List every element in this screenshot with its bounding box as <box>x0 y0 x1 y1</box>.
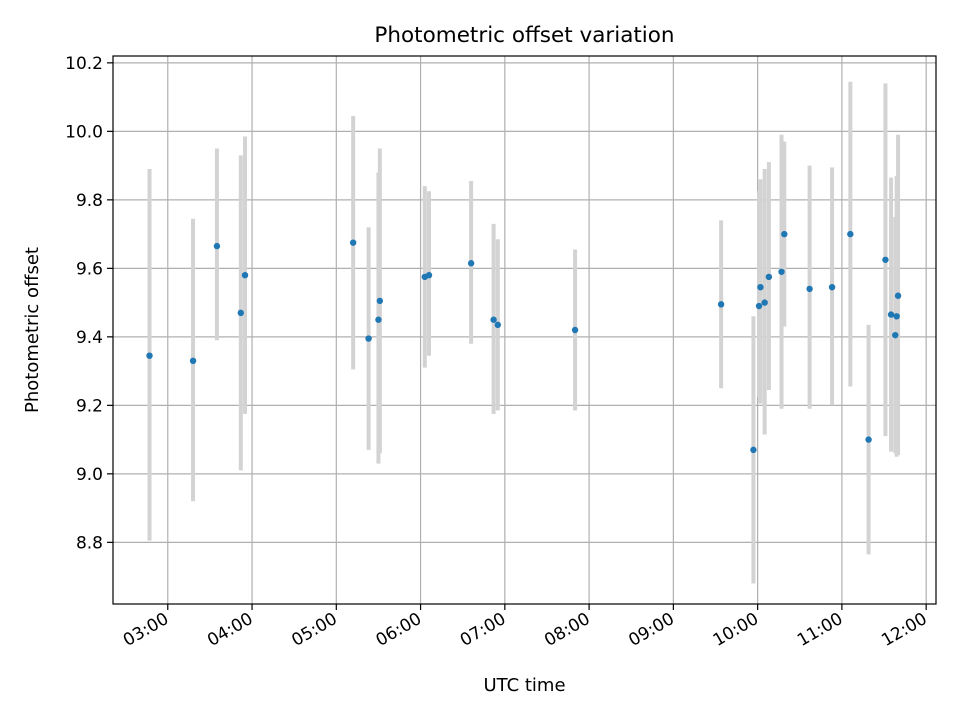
x-axis-label: UTC time <box>483 675 565 696</box>
data-point <box>778 268 785 275</box>
data-point <box>894 292 902 299</box>
point-layer <box>146 230 902 454</box>
data-point <box>237 309 245 317</box>
y-tick-label: 8.8 <box>76 533 103 553</box>
y-tick-label: 10.0 <box>65 122 103 142</box>
data-point <box>490 316 497 323</box>
data-point <box>892 331 899 339</box>
data-point <box>425 272 433 279</box>
x-tick-label: 12:00 <box>878 609 930 651</box>
y-tick-label: 9.0 <box>76 465 103 485</box>
data-point <box>847 230 854 238</box>
y-tick-label: 9.2 <box>76 396 103 416</box>
x-tick-label: 03:00 <box>120 609 172 651</box>
data-point <box>887 311 895 318</box>
data-point <box>146 352 153 359</box>
data-point <box>241 272 249 279</box>
data-point <box>571 326 579 334</box>
data-point <box>494 321 502 329</box>
y-axis-label: Photometric offset <box>22 247 43 413</box>
y-tick-label: 9.6 <box>76 259 103 279</box>
plot-frame <box>112 55 937 605</box>
x-tick-label: 08:00 <box>541 609 593 651</box>
x-tick-label: 06:00 <box>373 609 425 651</box>
x-tick-label: 05:00 <box>288 609 340 651</box>
data-point <box>349 239 357 246</box>
data-point <box>365 335 372 342</box>
x-tick-label: 04:00 <box>204 609 256 651</box>
data-point <box>765 273 773 281</box>
data-point <box>865 436 872 443</box>
data-point <box>213 242 221 250</box>
data-point <box>882 256 889 263</box>
data-point <box>761 299 768 306</box>
y-tick-label: 10.2 <box>65 54 103 74</box>
data-point <box>750 446 757 454</box>
data-point <box>717 301 725 308</box>
data-point <box>806 285 813 293</box>
chart-title: Photometric offset variation <box>374 23 674 48</box>
data-point <box>467 260 475 267</box>
data-point <box>828 283 836 291</box>
data-point <box>189 357 197 365</box>
y-tick-label: 9.4 <box>76 328 103 348</box>
x-tick-label: 07:00 <box>457 609 509 651</box>
data-point <box>376 297 384 305</box>
data-point <box>893 313 900 320</box>
data-point <box>781 230 788 238</box>
errorbar-layer <box>147 81 901 584</box>
x-tick-label: 11:00 <box>794 609 846 651</box>
x-tick-label: 09:00 <box>625 609 677 651</box>
x-tick-label: 10:00 <box>710 609 762 651</box>
grid-layer <box>113 56 936 604</box>
data-point <box>375 316 382 323</box>
y-tick-label: 9.8 <box>76 191 103 211</box>
data-point <box>755 302 763 310</box>
data-point <box>757 283 764 291</box>
